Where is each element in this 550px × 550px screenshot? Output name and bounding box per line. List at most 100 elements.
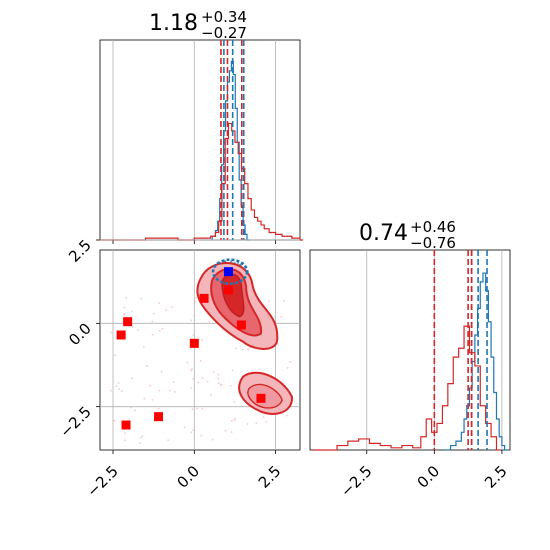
bl-bg-point-64 xyxy=(255,422,258,425)
bl-bg-point-14 xyxy=(186,361,189,364)
bl-bg-point-75 xyxy=(124,432,127,435)
bl-bg-point-73 xyxy=(158,389,161,392)
bl-bg-point-56 xyxy=(140,436,142,439)
bl-bg-point-26 xyxy=(134,409,136,412)
bl-bg-point-17 xyxy=(191,408,194,411)
bl-bg-point-66 xyxy=(224,429,227,432)
bl-bg-point-44 xyxy=(158,302,161,304)
bl-bg-point-5 xyxy=(161,327,164,330)
bl-ytick-label-1: 0.0 xyxy=(65,319,95,349)
bl-bg-point-39 xyxy=(247,348,250,351)
bl-bg-point-104 xyxy=(142,345,145,348)
br-histograms xyxy=(312,272,508,451)
bl-bg-point-2 xyxy=(191,368,193,370)
bl-markers xyxy=(116,267,266,430)
bl-ytick-label-0: 2.5 xyxy=(65,236,95,266)
bl-bg-point-101 xyxy=(167,439,170,442)
bl-bg-point-20 xyxy=(174,391,176,393)
bl-bg-point-1 xyxy=(130,406,133,409)
bl-bg-point-100 xyxy=(145,365,148,367)
bl-bg-point-98 xyxy=(230,419,233,422)
bl-ytick-label-2: −2.5 xyxy=(56,403,94,441)
panel-bottom-left: −2.5 0.0 2.5 2.5 0.0 −2.5 xyxy=(56,236,301,501)
bl-bg-point-10 xyxy=(141,435,144,437)
bl-bg-point-86 xyxy=(201,339,203,342)
bl-bg-point-6 xyxy=(230,431,233,434)
br-xtick-label-1: 0.0 xyxy=(414,462,444,492)
bl-bg-point-60 xyxy=(200,434,203,437)
bl-bg-point-38 xyxy=(280,316,283,319)
bl-bg-point-90 xyxy=(190,431,193,434)
bl-xtick-label-0: −2.5 xyxy=(83,462,121,500)
br-quantile-lines xyxy=(433,250,488,450)
bl-bg-point-102 xyxy=(286,366,289,369)
bl-bg-point-16 xyxy=(140,297,143,300)
bl-bg-point-22 xyxy=(153,312,155,315)
bl-bg-point-37 xyxy=(267,300,270,303)
bl-bg-point-4 xyxy=(218,382,220,384)
bl-bg-point-29 xyxy=(235,347,237,350)
bl-bg-point-70 xyxy=(192,334,195,336)
bl-bg-point-63 xyxy=(151,399,154,401)
bl-y-ticks: 2.5 0.0 −2.5 xyxy=(56,236,100,441)
bl-bg-point-81 xyxy=(131,310,133,313)
bl-bg-point-45 xyxy=(110,389,112,392)
bl-bg-point-106 xyxy=(165,309,168,312)
bl-bg-point-41 xyxy=(168,390,171,392)
bl-bg-point-94 xyxy=(201,377,204,380)
bl-bg-point-49 xyxy=(217,373,220,376)
bl-bg-point-59 xyxy=(265,421,267,423)
bl-bg-point-50 xyxy=(132,326,134,328)
bl-bg-point-34 xyxy=(157,407,160,410)
bl-bg-point-107 xyxy=(219,384,222,387)
bl-bg-point-23 xyxy=(196,407,198,410)
bl-xtick-label-1: 0.0 xyxy=(174,462,204,492)
bl-bg-point-28 xyxy=(117,381,120,384)
bl-bg-point-8 xyxy=(233,419,236,422)
bl-bg-point-92 xyxy=(229,385,232,387)
bl-bg-point-7 xyxy=(201,407,204,410)
bl-red-marker-6 xyxy=(256,393,266,403)
bl-bg-point-40 xyxy=(211,438,214,441)
bl-contours xyxy=(196,258,293,415)
bl-red-marker-7 xyxy=(154,412,164,422)
bl-bg-point-97 xyxy=(195,297,198,299)
bl-red-marker-2 xyxy=(236,320,246,330)
bl-blue-contour xyxy=(211,258,249,285)
bl-bg-point-67 xyxy=(183,426,186,429)
tl-grid xyxy=(112,40,277,240)
br-title-plus: +0.46 xyxy=(410,218,456,236)
bl-bg-point-103 xyxy=(115,385,118,388)
bl-bg-point-0 xyxy=(199,360,202,362)
bl-bg-point-18 xyxy=(210,393,213,396)
bl-bg-point-19 xyxy=(137,329,140,331)
bl-bg-point-82 xyxy=(231,369,234,372)
bl-bg-point-91 xyxy=(289,361,291,363)
bl-bg-point-105 xyxy=(152,333,154,336)
bl-bg-point-62 xyxy=(120,390,123,393)
bl-bg-point-42 xyxy=(148,384,151,387)
bl-bg-point-99 xyxy=(234,417,237,420)
bl-bg-point-46 xyxy=(217,377,220,380)
bl-bg-point-35 xyxy=(246,423,249,425)
bl-red-marker-0 xyxy=(199,293,209,303)
tl-title-value: 1.18 xyxy=(149,11,198,36)
bl-red-marker-5 xyxy=(189,338,199,348)
bl-bg-point-84 xyxy=(193,300,196,303)
tl-title-minus: −0.27 xyxy=(201,24,247,42)
bl-contour-inner xyxy=(221,273,245,318)
br-xtick-label-0: −2.5 xyxy=(337,462,375,500)
bl-bg-point-74 xyxy=(123,313,125,316)
bl-red-marker-3 xyxy=(123,317,133,327)
bl-bg-point-9 xyxy=(212,370,215,373)
bl-red-marker-1 xyxy=(223,285,233,295)
panel-top-left: 1.18 +0.34 −0.27 xyxy=(99,8,303,244)
bl-bg-point-12 xyxy=(131,377,134,380)
tl-title: 1.18 xyxy=(149,11,198,36)
tl-title-plus: +0.34 xyxy=(201,8,247,26)
bl-x-ticks: −2.5 0.0 2.5 xyxy=(83,450,284,501)
bl-bg-point-76 xyxy=(143,397,146,400)
br-hist-blue xyxy=(445,272,508,451)
panel-bottom-right-frame xyxy=(309,249,511,451)
